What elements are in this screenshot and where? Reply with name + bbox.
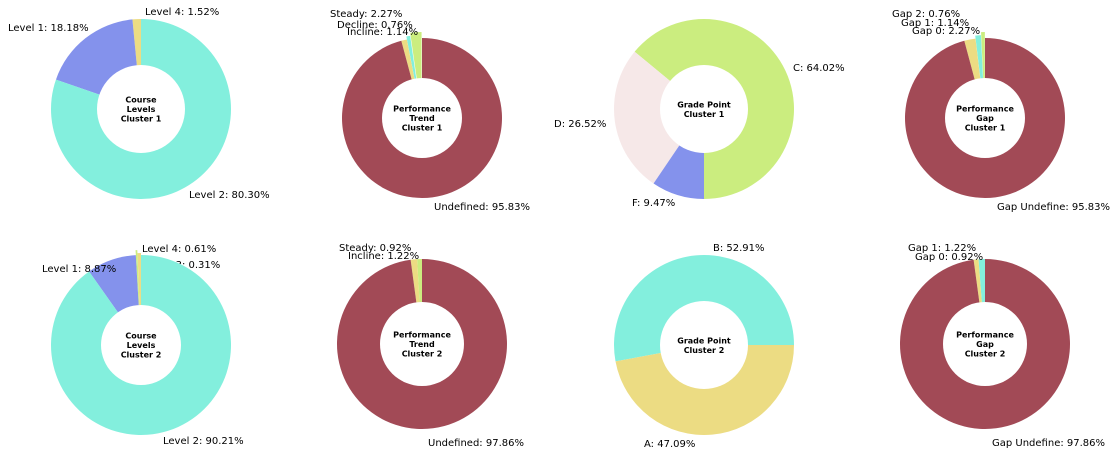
slice-label-c: C: 64.02%: [793, 63, 845, 74]
slice-label-decline: Decline: 0.76%: [337, 20, 413, 31]
pie-chart-1: Level 4: 1.52% Level 1: 18.18% Level 2: 80…: [8, 7, 270, 201]
donut-hole: [660, 65, 748, 153]
slice-label-undefined: Undefined: 97.86%: [428, 438, 524, 449]
center-label-line: Cluster 1: [965, 124, 1006, 133]
pie-chart-5: Level 4: 0.61%Level 3: 0.31%Level 1: 8.8…: [42, 244, 244, 447]
donut-hole: [660, 301, 748, 389]
center-label-line: Levels: [127, 105, 156, 114]
slice-label-level-1: Level 1: 18.18%: [8, 23, 89, 34]
slice-label-gap-0: Gap 0: 0.92%: [915, 252, 983, 263]
pie-chart-4: Gap 2: 0.76%Gap 1: 1.14%Gap 0: 2.27% Gap …: [892, 9, 1110, 213]
donut-hole: [101, 305, 181, 385]
slice-label-gap-undefine: Gap Undefine: 97.86%: [992, 438, 1105, 449]
donut-hole: [382, 78, 462, 158]
slice-label-a: A: 47.09%: [644, 439, 695, 450]
pie-chart-6: Steady: 0.92%Incline: 1.22% Undefined: 97…: [336, 243, 524, 449]
slice-label-incline: Incline: 1.22%: [348, 251, 419, 262]
center-label-line: Cluster 2: [121, 351, 162, 360]
slice-label-undefined: Undefined: 95.83%: [434, 202, 530, 213]
slice-label-level-2: Level 2: 90.21%: [163, 436, 244, 447]
slice-label-gap-2: Gap 2: 0.76%: [892, 9, 960, 20]
slice-label-f: F: 9.47%: [632, 198, 675, 209]
center-label-line: Cluster 2: [684, 346, 725, 355]
center-label-line: Performance: [393, 331, 451, 340]
slice-label-gap-1: Gap 1: 1.14%: [901, 18, 969, 29]
center-label-line: Cluster 2: [402, 350, 443, 359]
center-label-line: Cluster 1: [121, 115, 162, 124]
donut-hole: [943, 302, 1027, 386]
donut-hole: [97, 65, 185, 153]
center-label-line: Performance: [956, 105, 1014, 114]
slice-label-gap-0: Gap 0: 2.27%: [912, 26, 980, 37]
slice-label-gap-1: Gap 1: 1.22%: [908, 243, 976, 254]
center-label-line: Gap: [976, 340, 994, 349]
slice-label-d: D: 26.52%: [554, 119, 606, 130]
center-label-line: Trend: [409, 340, 435, 349]
slice-label-level-4: Level 4: 0.61%: [142, 244, 216, 255]
pie-chart-2: Steady: 2.27%Decline: 0.76%Incline: 1.14…: [330, 9, 530, 213]
center-label-line: Cluster 1: [684, 110, 725, 119]
slice-label-incline: Incline: 1.14%: [347, 27, 418, 38]
pie-slice-a: [615, 345, 794, 436]
donut-hole: [380, 302, 464, 386]
center-label-line: Course: [125, 332, 157, 341]
slice-label-b: B: 52.91%: [713, 243, 765, 254]
center-label-line: Cluster 2: [965, 350, 1006, 359]
slice-label-steady: Steady: 0.92%: [339, 243, 411, 254]
center-label-line: Course: [125, 96, 157, 105]
center-label-line: Performance: [393, 105, 451, 114]
center-label-line: Cluster 1: [402, 124, 443, 133]
center-label-line: Trend: [409, 114, 435, 123]
slice-label-steady: Steady: 2.27%: [330, 9, 402, 20]
center-label-line: Grade Point: [677, 100, 731, 109]
center-label-line: Levels: [127, 341, 156, 350]
slice-label-gap-undefine: Gap Undefine: 95.83%: [997, 202, 1110, 213]
slice-label-level-4: Level 4: 1.52%: [145, 7, 219, 18]
pie-chart-8: Gap 1: 1.22%Gap 0: 0.92% Gap Undefine: 97…: [900, 243, 1105, 449]
center-label-line: Grade Point: [677, 336, 731, 345]
donut-hole: [945, 78, 1025, 158]
slice-label-level-2: Level 2: 80.30%: [189, 190, 270, 201]
center-label-line: Performance: [956, 331, 1014, 340]
slice-label-level-1: Level 1: 8.87%: [42, 264, 116, 275]
pie-chart-3: C: 64.02% D: 26.52% F: 9.47% Grade PointClu…: [554, 18, 845, 209]
pie-slice-d: [614, 51, 704, 184]
center-label-line: Gap: [976, 114, 994, 123]
